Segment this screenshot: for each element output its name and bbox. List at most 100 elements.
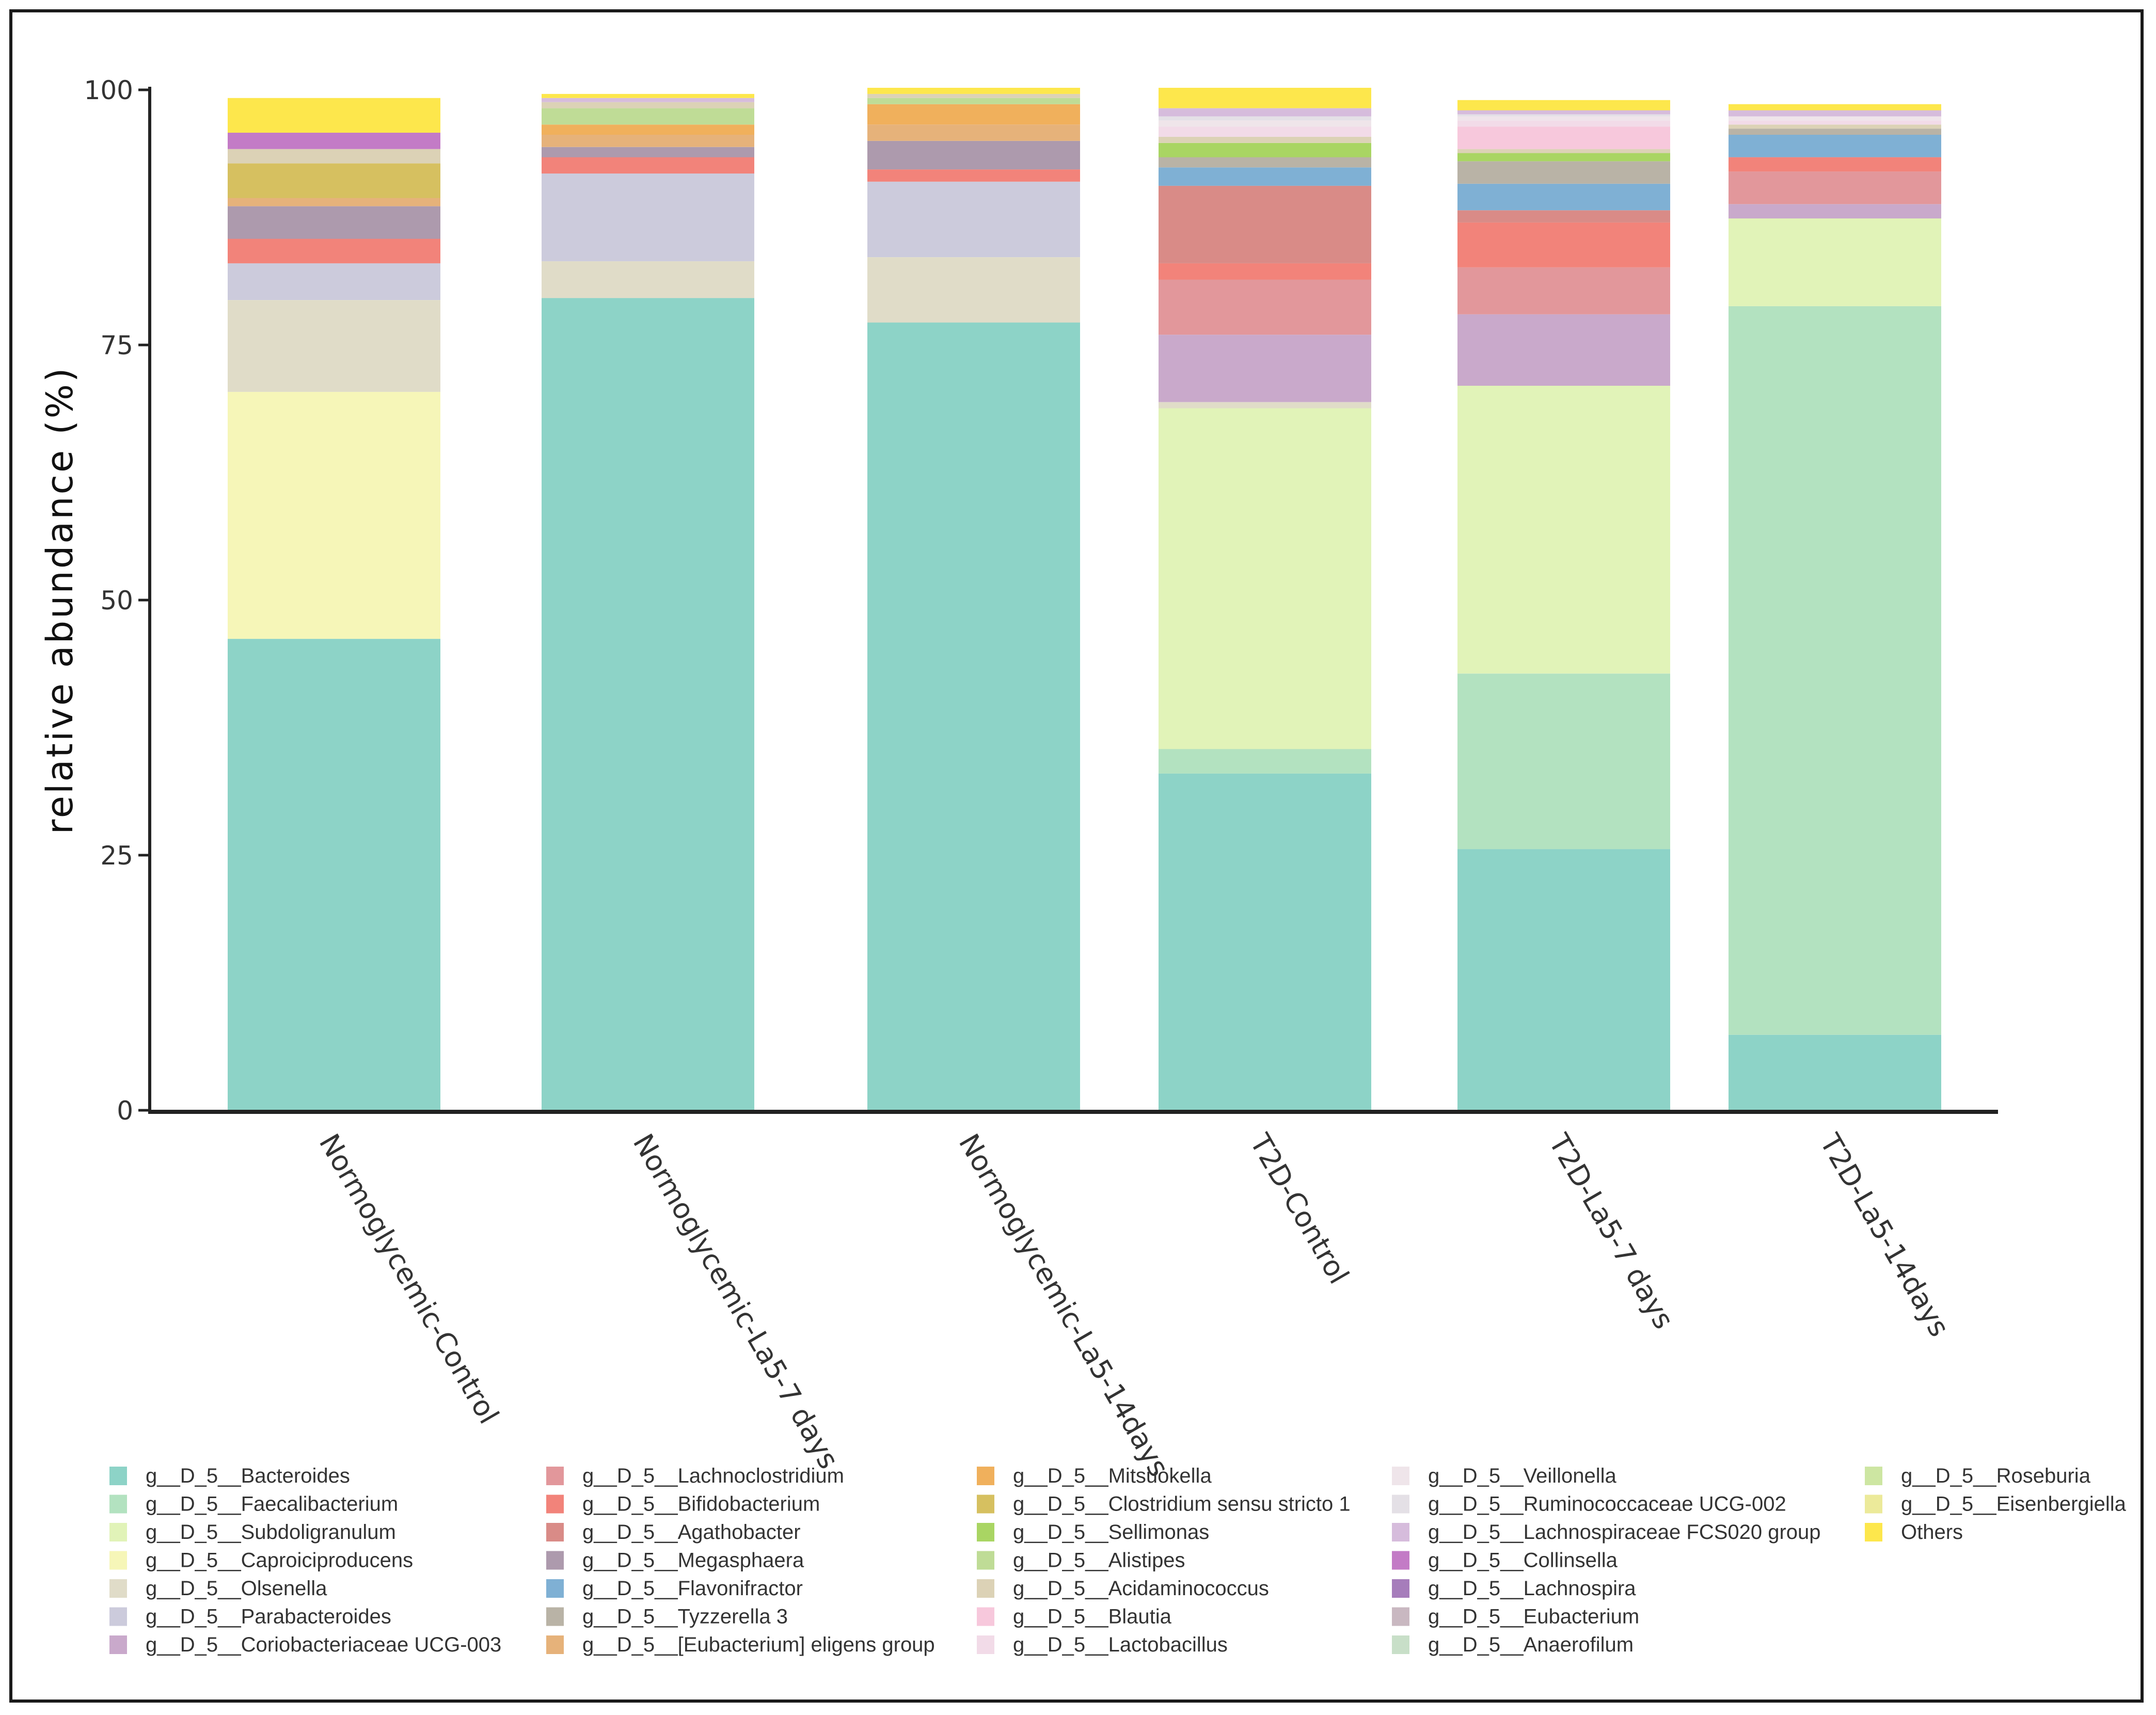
bar-segment [1457, 849, 1670, 1110]
y-tick-label: 100 [84, 75, 133, 105]
x-category-label: Normoglycemic-Control [313, 1128, 505, 1429]
legend-swatch [1392, 1607, 1409, 1626]
bar-segment [542, 108, 754, 125]
bar-segment [1457, 153, 1670, 162]
bar-segment [1457, 183, 1670, 211]
bar-segment [542, 98, 754, 102]
bar-segment [867, 104, 1080, 125]
legend-swatch [546, 1467, 564, 1485]
legend-swatch [109, 1635, 127, 1654]
legend-swatch [109, 1551, 127, 1570]
y-tick-label: 25 [100, 841, 133, 871]
legend-entry: g__D_5__Roseburia [1901, 1465, 2091, 1487]
legend-swatch [546, 1551, 564, 1570]
bar-segment [867, 140, 1080, 170]
bar-segment [867, 98, 1080, 104]
bar-segment [867, 93, 1080, 98]
bar-segment [1159, 185, 1371, 263]
bar-segment [1729, 134, 1941, 158]
legend-swatch [977, 1579, 994, 1598]
bar-segment [1159, 773, 1371, 1110]
bar-segment [1457, 110, 1670, 115]
bar-segment [228, 149, 440, 164]
bar-segment [542, 134, 754, 147]
bar-segment [1729, 110, 1941, 117]
bar-segment [228, 198, 440, 207]
bar-segment [1457, 673, 1670, 849]
legend-swatch [546, 1523, 564, 1541]
legend-swatch [977, 1494, 994, 1514]
legend-swatch [977, 1551, 994, 1570]
legend-entry: g__D_5__Lachnospiraceae FCS020 group [1428, 1521, 1821, 1544]
y-tick-label: 50 [100, 586, 133, 616]
x-category-label: Normoglycemic-La5-7 days [627, 1128, 845, 1474]
bar-segment [1729, 116, 1941, 121]
legend-swatch [546, 1579, 564, 1598]
bar-segment [542, 261, 754, 298]
bar-segment [867, 181, 1080, 257]
bar-segment [542, 124, 754, 135]
legend-swatch [1392, 1494, 1409, 1514]
legend-swatch [546, 1607, 564, 1626]
legend-swatch [1392, 1551, 1409, 1570]
legend-entry: g__D_5__Parabacteroides [146, 1606, 391, 1628]
bar-segment [1729, 1034, 1941, 1110]
legend-entry: g__D_5__Olsenella [146, 1577, 327, 1600]
bar-segment [1457, 127, 1670, 149]
legend-swatch [1392, 1467, 1409, 1485]
legend-entry: g__D_5__Alistipes [1013, 1549, 1185, 1572]
legend-swatch [1865, 1494, 1882, 1514]
bar-segment [1457, 267, 1670, 314]
legend: g__D_5__Bacteroides g__D_5__Faecalibacter… [109, 1465, 2127, 1656]
legend-entry: g__D_5__Acidaminococcus [1013, 1577, 1269, 1600]
bar-segment [1457, 100, 1670, 111]
bar-segment [1457, 116, 1670, 121]
bar-segment [1457, 210, 1670, 223]
legend-entry: g__D_5__Bacteroides [146, 1465, 350, 1487]
y-ticks-layer: 0 25 50 75 100 [84, 75, 150, 1126]
bar-segment [542, 174, 754, 261]
bar-segment [1457, 161, 1670, 184]
legend-entry: g__D_5__Sellimonas [1013, 1521, 1209, 1544]
bar-segment [1729, 120, 1941, 125]
x-category-label: T2D-La5-7 days [1542, 1128, 1680, 1334]
legend-entry: g__D_5__Eubacterium [1428, 1606, 1639, 1628]
legend-swatch [1392, 1523, 1409, 1541]
bar-segment [228, 639, 440, 1110]
legend-swatch [1865, 1467, 1882, 1485]
legend-swatch [977, 1467, 994, 1485]
bar-segment [1159, 143, 1371, 158]
y-tick-label: 75 [100, 331, 133, 360]
category-labels-layer: Normoglycemic-Control Normoglycemic-La5-7… [313, 1128, 1956, 1482]
legend-swatch [1392, 1579, 1409, 1598]
x-category-label: T2D-La5-14days [1813, 1128, 1956, 1342]
bar-segment [542, 102, 754, 108]
legend-swatch [109, 1467, 127, 1485]
legend-entry: g__D_5__Veillonella [1428, 1465, 1617, 1487]
bar-segment [1159, 157, 1371, 168]
bar-segment [1159, 402, 1371, 408]
bar-segment [1159, 279, 1371, 335]
legend-swatch [109, 1579, 127, 1598]
legend-swatch [546, 1494, 564, 1514]
legend-entry: g__D_5__Agathobacter [582, 1521, 801, 1544]
legend-entry: g__D_5__Blautia [1013, 1606, 1172, 1628]
bar-segment [228, 239, 440, 263]
legend-entry: Others [1901, 1521, 1963, 1544]
legend-entry: g__D_5__Lachnospira [1428, 1577, 1636, 1600]
legend-entry: g__D_5__Megasphaera [582, 1549, 804, 1572]
legend-entry: g__D_5__Coriobacteriaceae UCG-003 [146, 1633, 501, 1656]
bars-layer [228, 88, 1941, 1110]
bar-segment [867, 124, 1080, 141]
bar-segment [1729, 306, 1941, 1035]
legend-entry: g__D_5__Collinsella [1428, 1549, 1618, 1572]
bar-segment [1457, 222, 1670, 268]
bar-segment [1159, 335, 1371, 402]
bar-segment [1159, 108, 1371, 117]
bar-segment [1457, 120, 1670, 127]
bar-segment [228, 98, 440, 133]
bar-segment [1159, 749, 1371, 774]
legend-swatch [109, 1494, 127, 1514]
bar-segment [542, 93, 754, 98]
bar-segment [1159, 127, 1371, 137]
